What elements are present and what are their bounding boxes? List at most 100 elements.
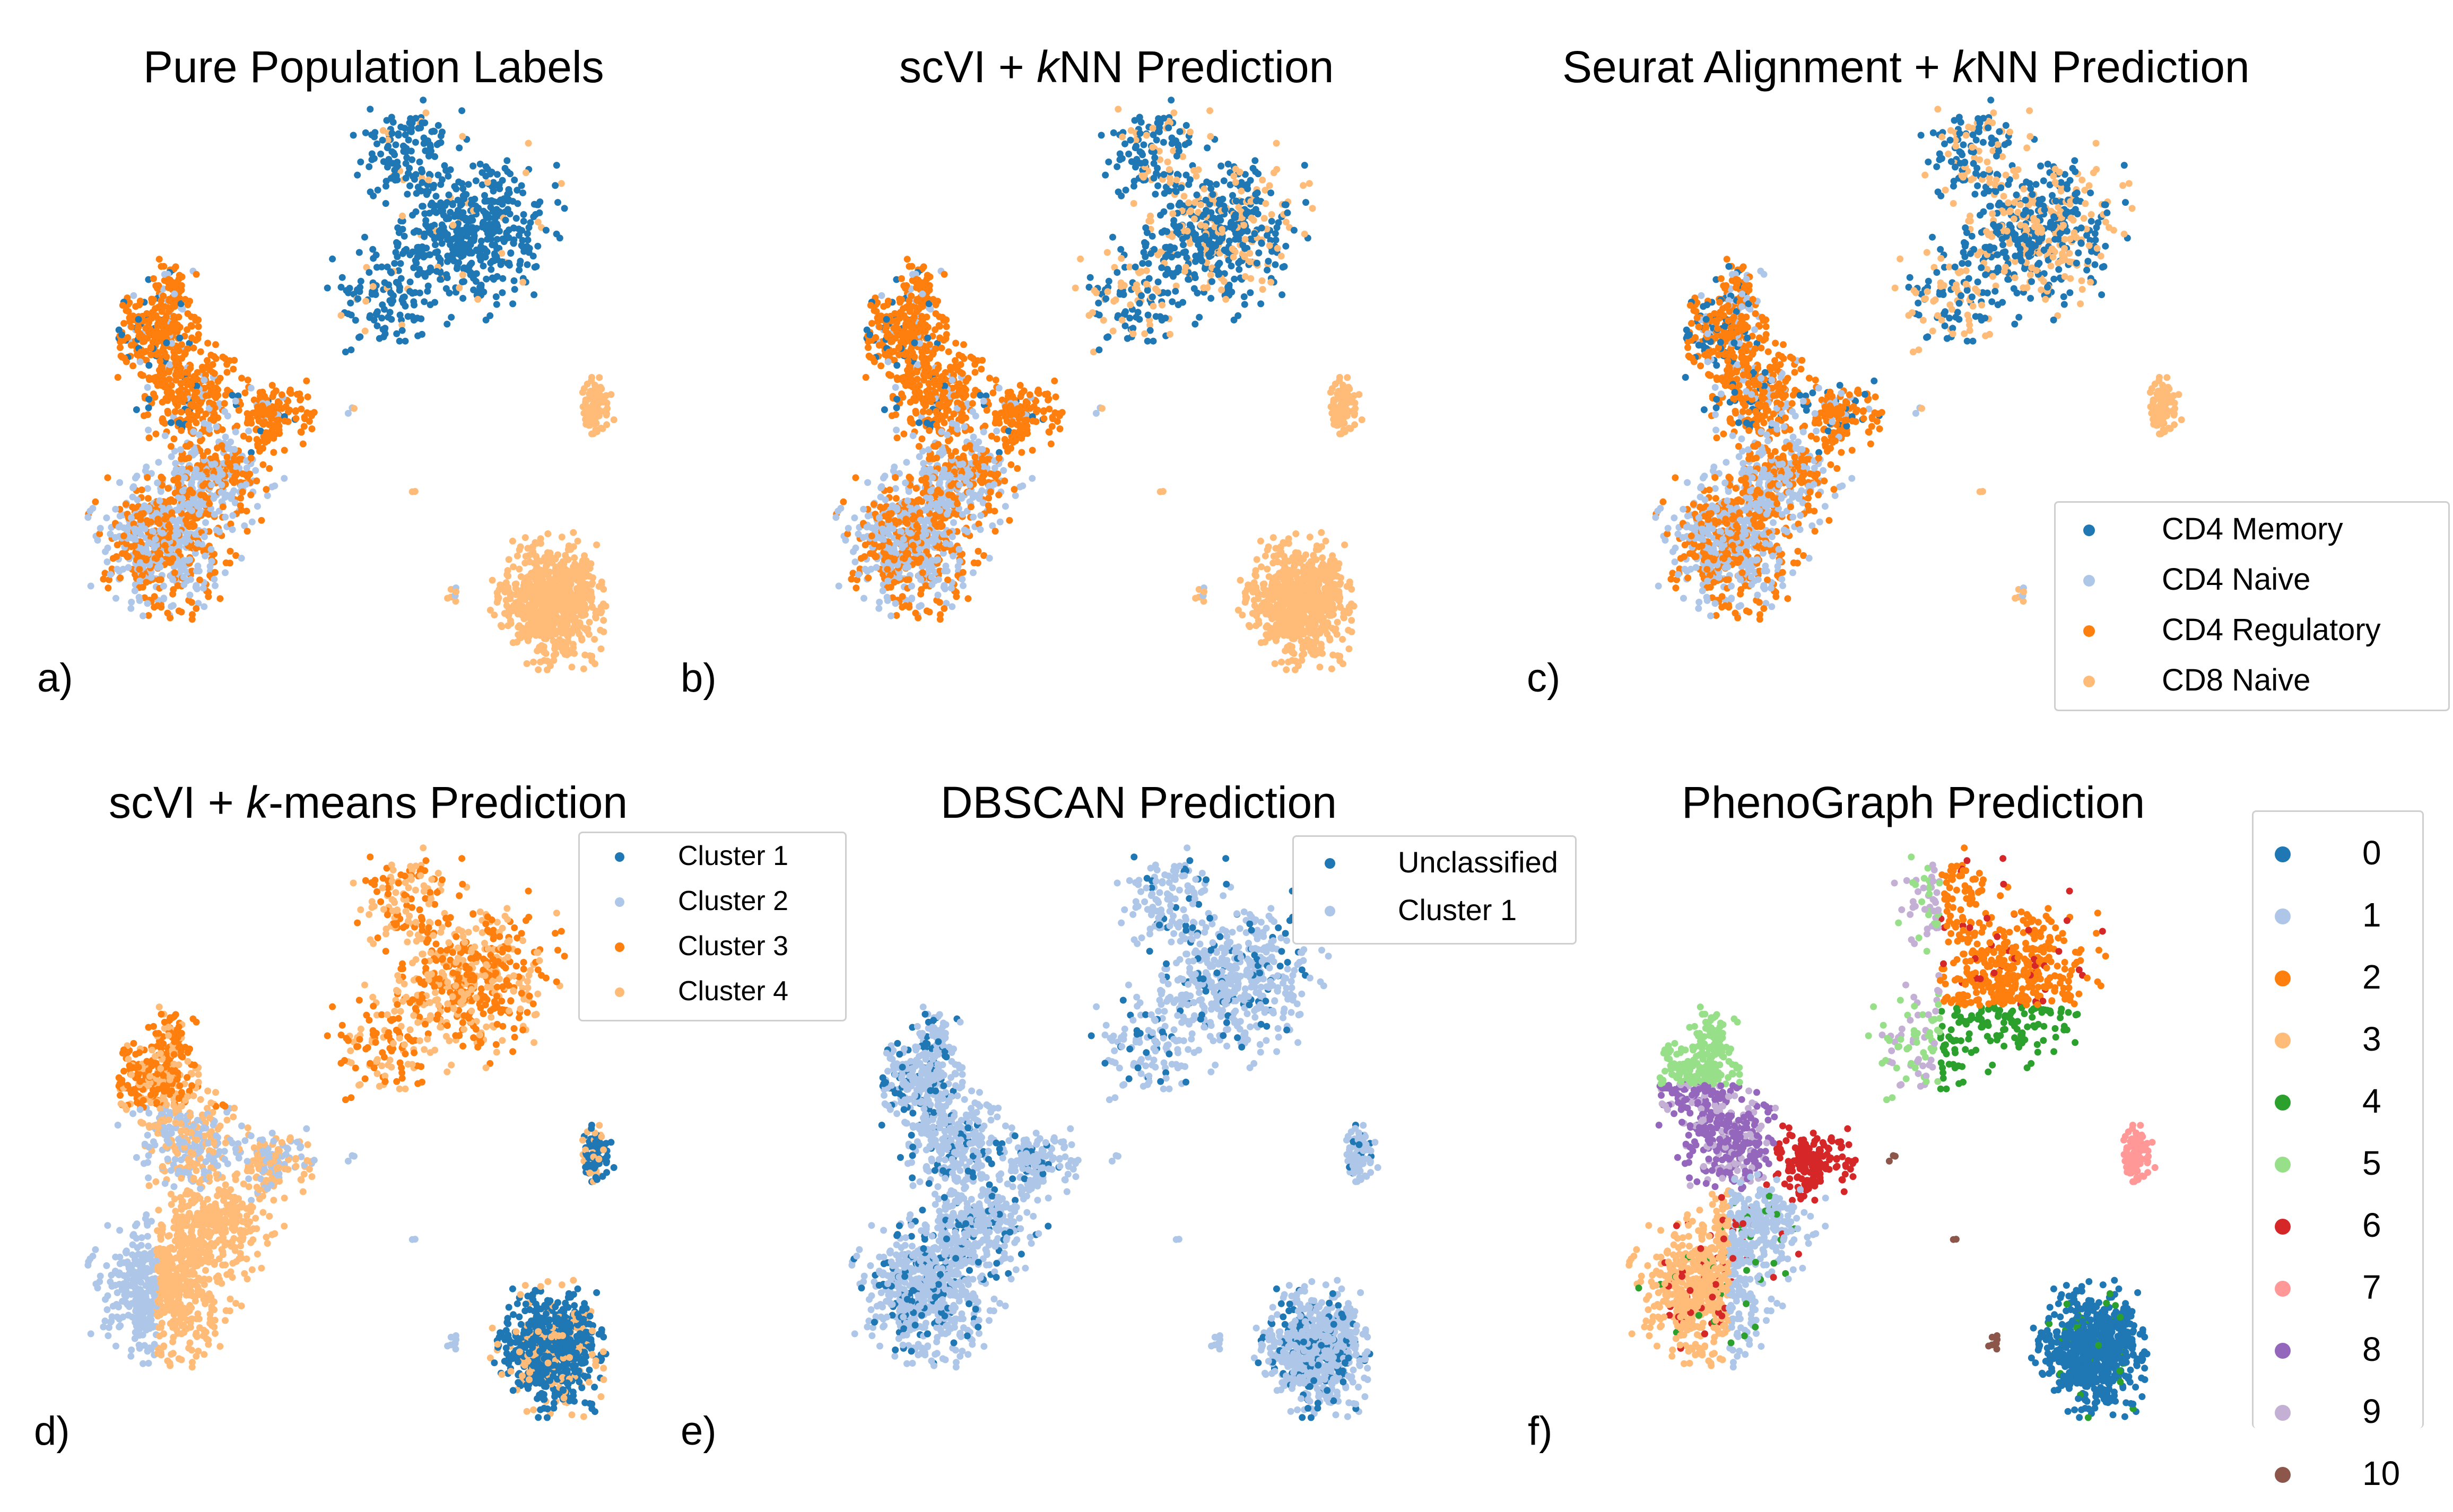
scatter-point xyxy=(379,127,387,134)
scatter-point xyxy=(180,391,188,398)
scatter-point xyxy=(270,449,277,456)
scatter-panel-b xyxy=(832,97,1365,674)
scatter-point xyxy=(178,427,185,434)
scatter-point xyxy=(484,197,492,205)
scatter-point xyxy=(171,569,178,576)
scatter-point xyxy=(1316,663,1324,671)
scatter-point xyxy=(239,488,246,495)
scatter-point xyxy=(531,264,538,271)
scatter-point xyxy=(512,215,520,222)
scatter-point xyxy=(1260,215,1268,222)
scatter-point xyxy=(1270,553,1277,560)
scatter-point xyxy=(1153,170,1160,177)
scatter-point xyxy=(329,255,336,263)
scatter-point xyxy=(119,565,127,573)
scatter-point xyxy=(534,201,542,208)
scatter-point xyxy=(453,185,460,193)
scatter-point xyxy=(1236,266,1243,273)
scatter-point xyxy=(1132,163,1139,171)
panel-c-title-part1: Seurat Alignment + xyxy=(1562,42,1953,92)
scatter-point xyxy=(362,298,370,305)
scatter-point xyxy=(152,536,159,543)
scatter-point xyxy=(286,388,293,396)
scatter-point xyxy=(1198,257,1206,265)
scatter-point xyxy=(370,255,377,262)
scatter-point xyxy=(1231,275,1238,283)
scatter-point xyxy=(433,141,441,148)
scatter-point xyxy=(588,603,596,610)
scatter-point xyxy=(884,330,892,337)
scatter-point xyxy=(1120,291,1127,298)
scatter-point xyxy=(443,320,451,328)
scatter-point xyxy=(1308,599,1316,607)
scatter-point xyxy=(450,257,458,265)
scatter-point xyxy=(338,274,346,281)
scatter-point xyxy=(865,352,873,360)
scatter-point xyxy=(243,465,250,471)
scatter-point xyxy=(519,237,526,244)
scatter-point xyxy=(1266,182,1273,189)
scatter-point xyxy=(244,417,251,425)
scatter-point xyxy=(1138,292,1145,299)
scatter-point xyxy=(516,266,523,274)
scatter-point xyxy=(112,595,119,602)
scatter-point xyxy=(1149,125,1156,132)
scatter-point xyxy=(419,330,425,338)
scatter-point xyxy=(554,594,561,601)
scatter-point xyxy=(1241,273,1249,280)
scatter-point xyxy=(505,556,512,563)
scatter-point xyxy=(599,600,607,608)
scatter-point xyxy=(1326,636,1334,644)
scatter-point xyxy=(1317,614,1325,622)
scatter-point xyxy=(1216,259,1223,267)
scatter-point xyxy=(1109,327,1117,335)
scatter-point xyxy=(181,296,189,303)
scatter-point xyxy=(458,240,465,248)
scatter-point xyxy=(868,320,875,327)
scatter-point xyxy=(1077,255,1084,263)
scatter-point xyxy=(243,410,251,417)
scatter-point xyxy=(517,258,524,265)
scatter-point xyxy=(1340,609,1347,617)
scatter-point xyxy=(154,382,161,389)
scatter-point xyxy=(135,316,142,323)
scatter-point xyxy=(293,391,301,398)
scatter-point xyxy=(1116,150,1124,158)
scatter-point xyxy=(397,260,404,267)
scatter-point xyxy=(1241,245,1248,252)
scatter-point xyxy=(454,196,462,204)
scatter-point xyxy=(1149,293,1156,301)
scatter-point xyxy=(547,585,555,593)
panel-a-letter: a) xyxy=(37,656,73,701)
scatter-point xyxy=(1237,230,1244,237)
scatter-point xyxy=(221,408,228,415)
scatter-point xyxy=(1290,562,1298,570)
scatter-point xyxy=(204,448,211,455)
scatter-point xyxy=(486,312,494,319)
scatter-point xyxy=(357,277,364,285)
scatter-point xyxy=(1239,611,1246,619)
scatter-point xyxy=(1232,235,1239,243)
scatter-point xyxy=(520,217,527,225)
scatter-point xyxy=(117,344,124,351)
scatter-point xyxy=(1358,416,1365,423)
scatter-point xyxy=(1213,267,1221,274)
scatter-point xyxy=(1329,625,1336,632)
scatter-point xyxy=(1141,159,1149,167)
scatter-point xyxy=(1282,242,1290,250)
scatter-point xyxy=(1200,234,1207,242)
scatter-point xyxy=(939,313,946,321)
scatter-point xyxy=(416,289,423,296)
scatter-point xyxy=(213,423,220,431)
scatter-point xyxy=(1165,124,1172,132)
scatter-point xyxy=(1221,206,1229,213)
scatter-point xyxy=(447,208,454,216)
scatter-point xyxy=(1298,652,1306,659)
scatter-point xyxy=(160,582,167,590)
scatter-point xyxy=(175,275,182,283)
scatter-point xyxy=(221,400,228,407)
scatter-point xyxy=(132,303,140,310)
scatter-point xyxy=(1197,245,1204,252)
scatter-point xyxy=(202,480,209,487)
scatter-point xyxy=(131,542,138,549)
